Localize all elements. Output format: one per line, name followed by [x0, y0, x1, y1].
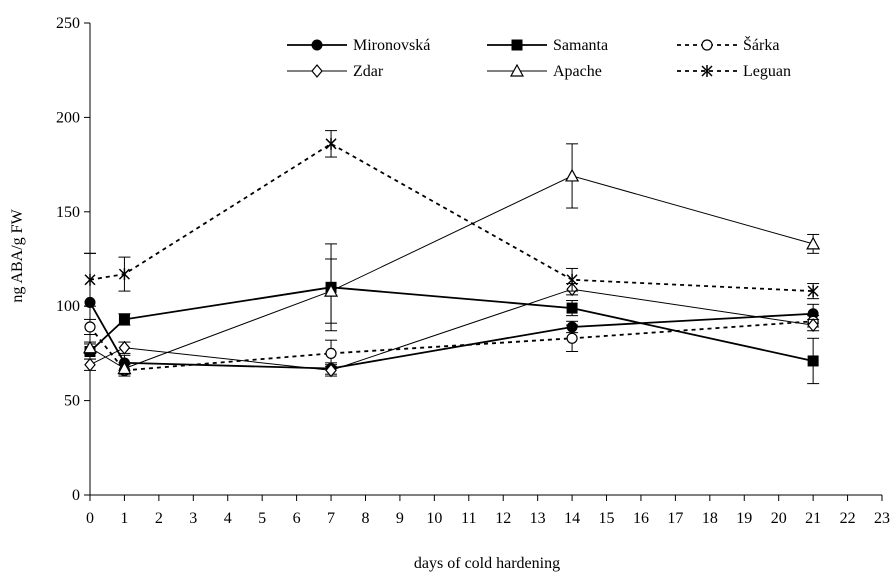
- series-line: [89, 320, 814, 372]
- x-tick-label: 21: [805, 510, 821, 527]
- x-tick-label: 3: [189, 510, 197, 527]
- legend-marker: [509, 63, 525, 77]
- x-tick-label: 14: [564, 510, 580, 527]
- y-tick-label: 250: [56, 15, 80, 32]
- data-point: [84, 321, 96, 333]
- x-tick-label: 9: [396, 510, 404, 527]
- series-2: [84, 315, 820, 377]
- x-tick-label: 1: [120, 510, 128, 527]
- data-point: [806, 236, 821, 250]
- data-point: [325, 363, 337, 378]
- legend-marker: [511, 39, 523, 51]
- data-point: [84, 357, 96, 372]
- series-1: [84, 243, 820, 385]
- data-point: [566, 302, 578, 314]
- y-axis-title: ng ABA/g FW: [9, 208, 26, 302]
- x-tick-label: 0: [86, 510, 94, 527]
- data-point: [117, 361, 132, 375]
- data-point: [807, 318, 819, 333]
- x-tick-label: 7: [327, 510, 335, 527]
- y-tick-label: 50: [64, 393, 80, 410]
- data-point: [565, 168, 580, 182]
- legend-entry: Mironovská: [287, 37, 430, 54]
- x-tick-label: 18: [702, 510, 718, 527]
- data-point: [82, 340, 98, 354]
- y-tick-label: 0: [72, 487, 80, 504]
- series-4: [82, 143, 821, 375]
- y-tick-label: 150: [56, 204, 80, 221]
- legend-entry: Leguan: [677, 63, 791, 80]
- data-point: [566, 273, 578, 286]
- data-point: [325, 347, 337, 359]
- x-tick-label: 23: [874, 510, 890, 527]
- x-tick-label: 4: [224, 510, 232, 527]
- series-line: [89, 286, 814, 362]
- legend-entry: Samanta: [487, 37, 608, 54]
- y-tick-label: 100: [56, 298, 80, 315]
- legend-marker: [701, 39, 713, 51]
- x-tick-label: 17: [667, 510, 683, 527]
- chart-series: [82, 130, 821, 385]
- legend-marker: [311, 39, 323, 51]
- series-line: [89, 301, 814, 370]
- series-line: [89, 142, 814, 292]
- x-tick-label: 10: [426, 510, 442, 527]
- legend-label: Šárka: [743, 35, 779, 54]
- x-axis-title: days of cold hardening: [414, 555, 560, 572]
- legend-label: Apache: [553, 63, 602, 80]
- series-line: [89, 175, 814, 370]
- data-point: [566, 332, 578, 344]
- x-tick-label: 6: [293, 510, 301, 527]
- legend-entry: Šárka: [677, 35, 779, 54]
- x-tick-label: 2: [155, 510, 163, 527]
- x-tick-label: 22: [840, 510, 856, 527]
- y-tick-label: 200: [56, 109, 80, 126]
- data-point: [807, 355, 819, 367]
- x-tick-label: 11: [461, 510, 476, 527]
- legend-label: Samanta: [553, 37, 608, 54]
- legend-label: Leguan: [743, 63, 791, 80]
- x-tick-label: 5: [258, 510, 266, 527]
- x-tick-label: 8: [361, 510, 369, 527]
- data-point: [118, 268, 130, 281]
- data-point: [118, 313, 130, 325]
- data-point: [118, 340, 131, 355]
- series-3: [84, 282, 820, 378]
- x-tick-label: 12: [495, 510, 511, 527]
- data-point: [84, 273, 96, 286]
- x-tick-label: 16: [633, 510, 649, 527]
- legend-entry: Zdar: [287, 63, 384, 80]
- series-0: [84, 252, 820, 375]
- series-5: [84, 130, 820, 307]
- x-tick-label: 20: [771, 510, 787, 527]
- x-tick-label: 19: [736, 510, 752, 527]
- legend-label: Zdar: [353, 63, 384, 80]
- data-point: [807, 285, 819, 298]
- chart-legend: Mironovská Samanta Šárka Zdar Apache Leguan: [287, 35, 791, 80]
- legend-label: Mironovská: [353, 37, 430, 54]
- series-line: [89, 288, 814, 371]
- data-point: [325, 137, 337, 150]
- legend-marker: [701, 65, 713, 77]
- data-point: [324, 283, 339, 297]
- x-tick-label: 15: [599, 510, 615, 527]
- x-tick-label: 13: [530, 510, 546, 527]
- legend-entry: Apache: [487, 63, 602, 80]
- legend-marker: [311, 64, 323, 78]
